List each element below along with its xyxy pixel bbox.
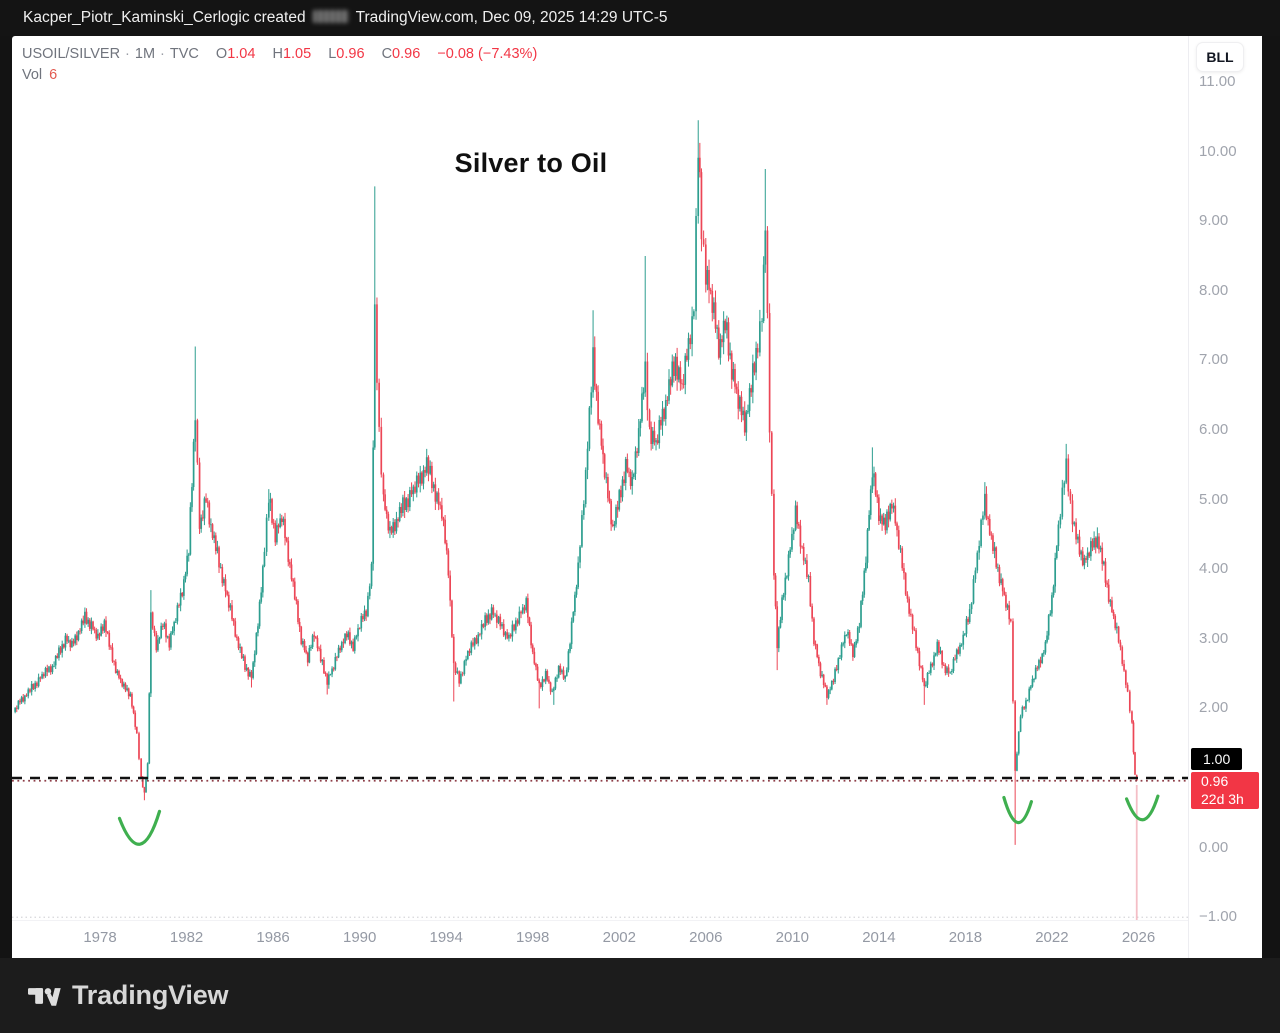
y-axis-label: 3.00	[1199, 629, 1229, 647]
candlestick-chart[interactable]	[12, 36, 1188, 920]
close-value: C0.96	[381, 46, 421, 62]
horizontal-line-price-badge: 1.00	[1191, 748, 1242, 770]
up-candle-bodies	[14, 157, 1118, 793]
attribution-prefix: Kacper_Piotr_Kaminski_Cerlogic created	[23, 9, 306, 26]
x-axis-label: 1994	[429, 929, 463, 946]
y-axis-label: 5.00	[1199, 490, 1229, 508]
symbol-legend: USOIL/SILVER · 1M · TVC O1.04 H1.05 L0.96 C0…	[22, 46, 537, 83]
tradingview-logo-icon[interactable]	[28, 983, 62, 1009]
change-value: −0.08 (−7.43%)	[437, 46, 538, 62]
time-axis[interactable]: 1978 1982 1986 1990 1994 1998 2002 2006 2010 2014…	[12, 920, 1188, 958]
y-axis-label: −1.00	[1199, 908, 1237, 926]
y-axis-label: 2.00	[1199, 699, 1229, 717]
last-price-value: 0.96	[1201, 773, 1229, 790]
y-axis-label: 4.00	[1199, 560, 1229, 578]
x-axis-label: 2010	[775, 929, 809, 946]
y-axis-label: 10.00	[1199, 142, 1237, 160]
x-axis-label: 1998	[516, 929, 550, 946]
open-value: O1.04	[215, 46, 256, 62]
chart-panel: USOIL/SILVER · 1M · TVC O1.04 H1.05 L0.96 C0…	[12, 36, 1262, 958]
x-axis-label: 1986	[256, 929, 290, 946]
x-axis-label: 2022	[1035, 929, 1069, 946]
y-axis-label: 0.00	[1199, 838, 1229, 856]
bar-countdown: 22d 3h	[1201, 790, 1244, 807]
chart-plot-area[interactable]	[12, 36, 1188, 920]
x-axis-label: 2018	[948, 929, 983, 946]
curve-arc-drawing[interactable]	[1125, 794, 1160, 822]
separator-dot: ·	[125, 46, 130, 62]
low-value: L0.96	[328, 46, 365, 62]
y-axis-label: 11.00	[1199, 72, 1236, 90]
volume-value: 6	[49, 67, 58, 83]
volume-row: Vol 6	[22, 67, 537, 83]
down-candle-bodies	[15, 157, 1138, 793]
volume-label: Vol	[22, 67, 43, 83]
separator-dot: ·	[160, 46, 165, 62]
down-candle-wicks	[16, 142, 1138, 845]
x-axis-label: 1990	[343, 929, 377, 946]
interval-label: 1M	[134, 46, 156, 62]
attribution-bar: Kacper_Piotr_Kaminski_Cerlogic created Tr…	[0, 0, 1280, 36]
curve-arc-drawing[interactable]	[1002, 795, 1033, 825]
ohlc-row: USOIL/SILVER · 1M · TVC O1.04 H1.05 L0.96 C0…	[22, 46, 537, 62]
y-axis-label: 8.00	[1199, 281, 1229, 299]
x-axis-label: 2014	[862, 929, 896, 946]
symbol-name: USOIL/SILVER	[22, 46, 121, 62]
curve-arc-drawing[interactable]	[117, 809, 162, 846]
redacted-smudge	[312, 10, 349, 23]
x-axis-label: 2002	[602, 929, 636, 946]
attribution-suffix: TradingView.com, Dec 09, 2025 14:29 UTC-…	[355, 9, 668, 26]
brand-name[interactable]: TradingView	[72, 980, 229, 1010]
title-text-drawing[interactable]: Silver to Oil	[454, 148, 608, 178]
y-axis-label: 6.00	[1199, 420, 1229, 438]
x-axis-label: 2006	[689, 929, 723, 946]
y-axis-label: 7.00	[1199, 351, 1229, 369]
high-value: H1.05	[272, 46, 312, 62]
last-price-badge: 0.96 22d 3h	[1191, 772, 1259, 810]
y-axis-label: 9.00	[1199, 212, 1229, 230]
tradingview-footer: TradingView	[0, 958, 1280, 1033]
x-axis-label: 2026	[1121, 929, 1156, 946]
exchange-label: TVC	[169, 46, 199, 62]
up-candle-wicks	[14, 120, 1118, 793]
x-axis-label: 1978	[83, 929, 117, 946]
price-scale[interactable]: 11.00 10.00 9.00 8.00 7.00 6.00 5.00 4.00 3.00 2.…	[1188, 36, 1262, 958]
x-axis-label: 1982	[169, 929, 204, 946]
bll-button[interactable]: BLL	[1196, 42, 1244, 72]
